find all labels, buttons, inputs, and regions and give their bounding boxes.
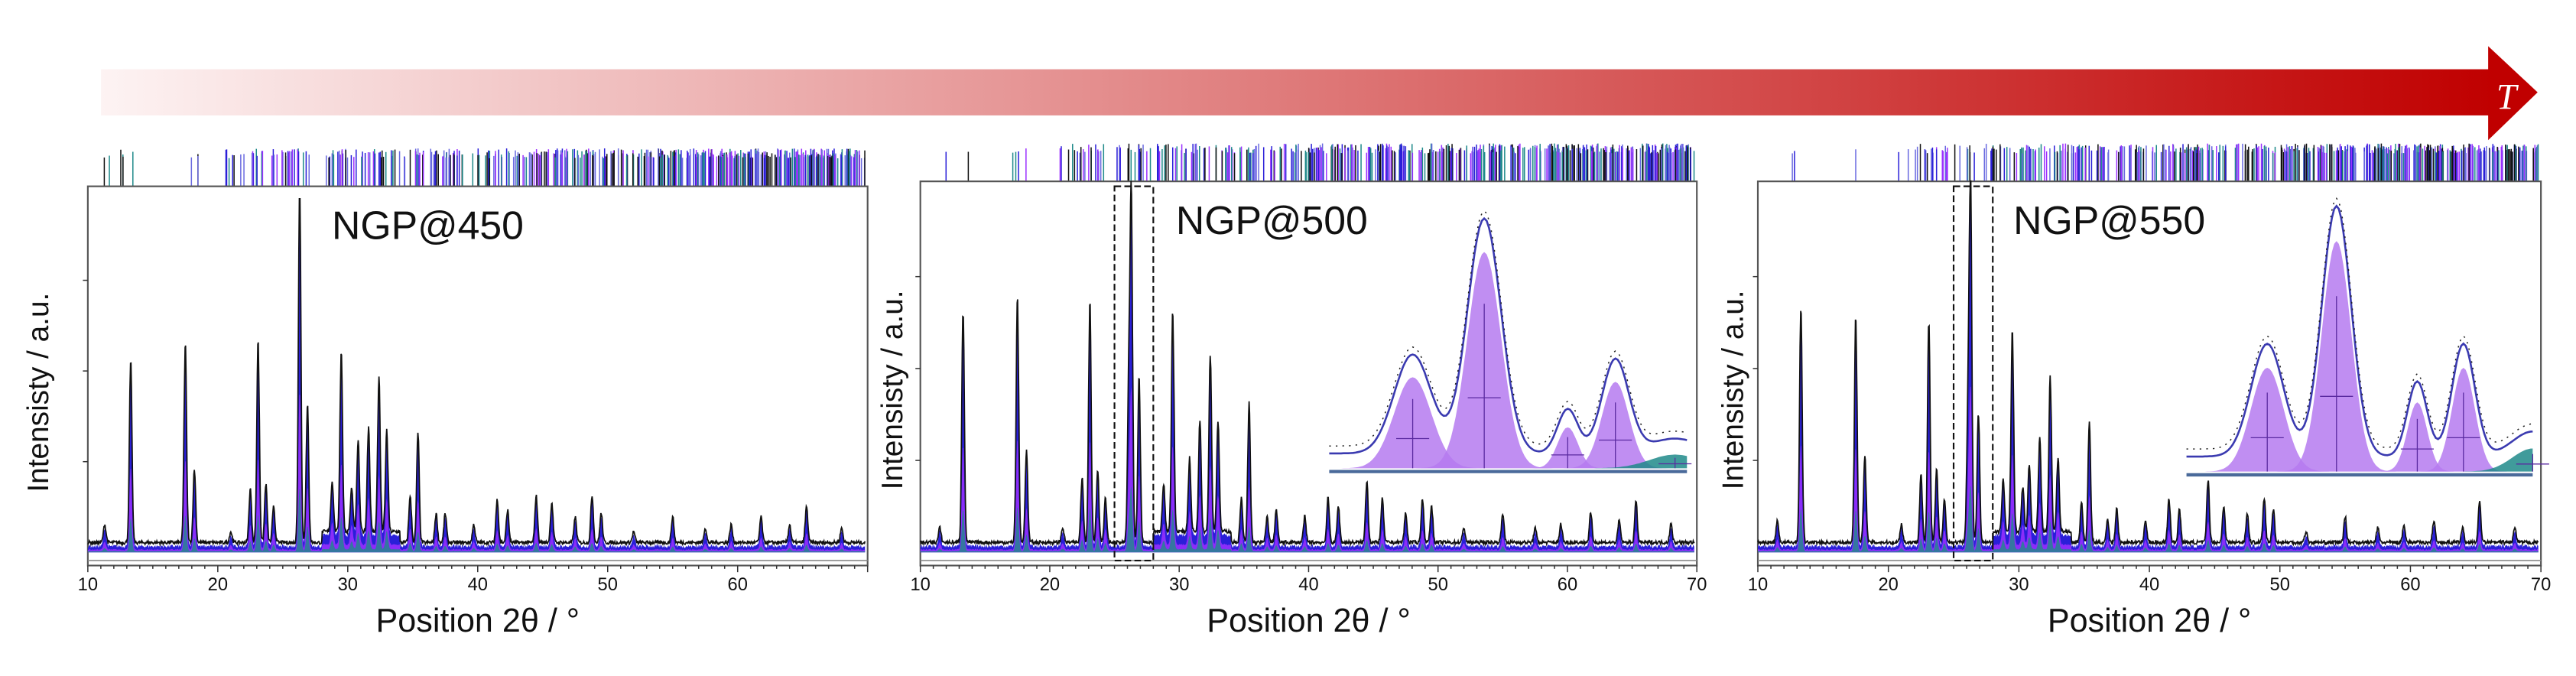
- x-tick-label: 50: [1428, 575, 1448, 595]
- sample-label: NGP@500: [1176, 198, 1368, 242]
- x-tick-label: 70: [1687, 575, 1707, 595]
- fit-envelope: [1329, 216, 1688, 455]
- fit-component: [1329, 252, 1688, 469]
- observed-pattern-line: [919, 180, 1695, 548]
- x-tick-label: 10: [1748, 575, 1768, 595]
- xrd-panel-2: 10 20 30 40 50 60 70 Position 2θ / ° Intensisty …: [1717, 143, 2551, 639]
- peak-fit-inset: [1329, 210, 1692, 473]
- sample-label: NGP@550: [2013, 198, 2205, 242]
- x-tick-label: 70: [2531, 575, 2551, 595]
- reference-reflections: [945, 143, 1695, 182]
- fit-envelope: [2186, 204, 2533, 458]
- x-tick-label: 60: [1558, 575, 1577, 595]
- x-tick-label: 10: [78, 575, 98, 595]
- fit-component: [2186, 241, 2533, 472]
- x-tick-label: 30: [1169, 575, 1189, 595]
- fit-component: [2186, 448, 2533, 472]
- fit-component: [2186, 368, 2533, 472]
- arrow-shaft: [101, 69, 2495, 115]
- x-tick-label: 40: [1298, 575, 1318, 595]
- zoom-region-box: [1952, 185, 1994, 562]
- phase-a-fill: [87, 395, 866, 553]
- observed-points: [1329, 210, 1688, 447]
- x-tick-label: 40: [2139, 575, 2159, 595]
- xrd-panel-0: 10 20 30 40 50 60 Position 2θ / ° Intensisty / …: [22, 148, 869, 639]
- x-tick-label: 10: [911, 575, 931, 595]
- x-tick-label: 60: [2400, 575, 2420, 595]
- arrow-head: [2488, 46, 2538, 141]
- reference-reflections: [103, 148, 866, 187]
- x-tick-label: 30: [338, 575, 358, 595]
- fit-component: [2186, 368, 2533, 472]
- y-axis-label: Intensisty / a.u.: [876, 290, 909, 489]
- x-tick-label: 30: [2009, 575, 2029, 595]
- sample-label: NGP@450: [332, 203, 524, 248]
- x-tick-label: 60: [728, 575, 748, 595]
- x-tick-label: 20: [208, 575, 228, 595]
- observed-pattern-line: [87, 197, 866, 548]
- fit-component: [1329, 454, 1688, 469]
- x-axis-label: Position 2θ / °: [1207, 603, 1410, 639]
- x-axis-label: Position 2θ / °: [2048, 603, 2251, 639]
- xrd-panel-1: 10 20 30 40 50 60 70 Position 2θ / ° Intensisty …: [876, 143, 1707, 639]
- x-tick-label: 50: [2270, 575, 2290, 595]
- y-axis-label: Intensisty / a.u.: [1717, 290, 1750, 489]
- zoom-region-box: [1113, 185, 1155, 562]
- observed-pattern-fill: [87, 202, 866, 553]
- x-axis-label: Position 2θ / °: [376, 603, 580, 639]
- x-tick-label: 20: [1040, 575, 1060, 595]
- fit-component: [1329, 377, 1688, 469]
- peak-fit-inset: [2186, 197, 2549, 477]
- observed-pattern-line: [1757, 180, 2539, 547]
- x-tick-label: 20: [1878, 575, 1898, 595]
- x-tick-label: 50: [598, 575, 618, 595]
- observed-points: [2186, 197, 2533, 450]
- phase-a-fill: [920, 386, 1694, 553]
- fit-component: [1329, 382, 1688, 469]
- temperature-arrow: T: [101, 46, 2538, 141]
- x-tick-label: 40: [468, 575, 488, 595]
- temperature-label: T: [2496, 77, 2519, 117]
- reference-reflections: [1792, 143, 2539, 182]
- y-axis-label: Intensisty / a.u.: [22, 293, 55, 492]
